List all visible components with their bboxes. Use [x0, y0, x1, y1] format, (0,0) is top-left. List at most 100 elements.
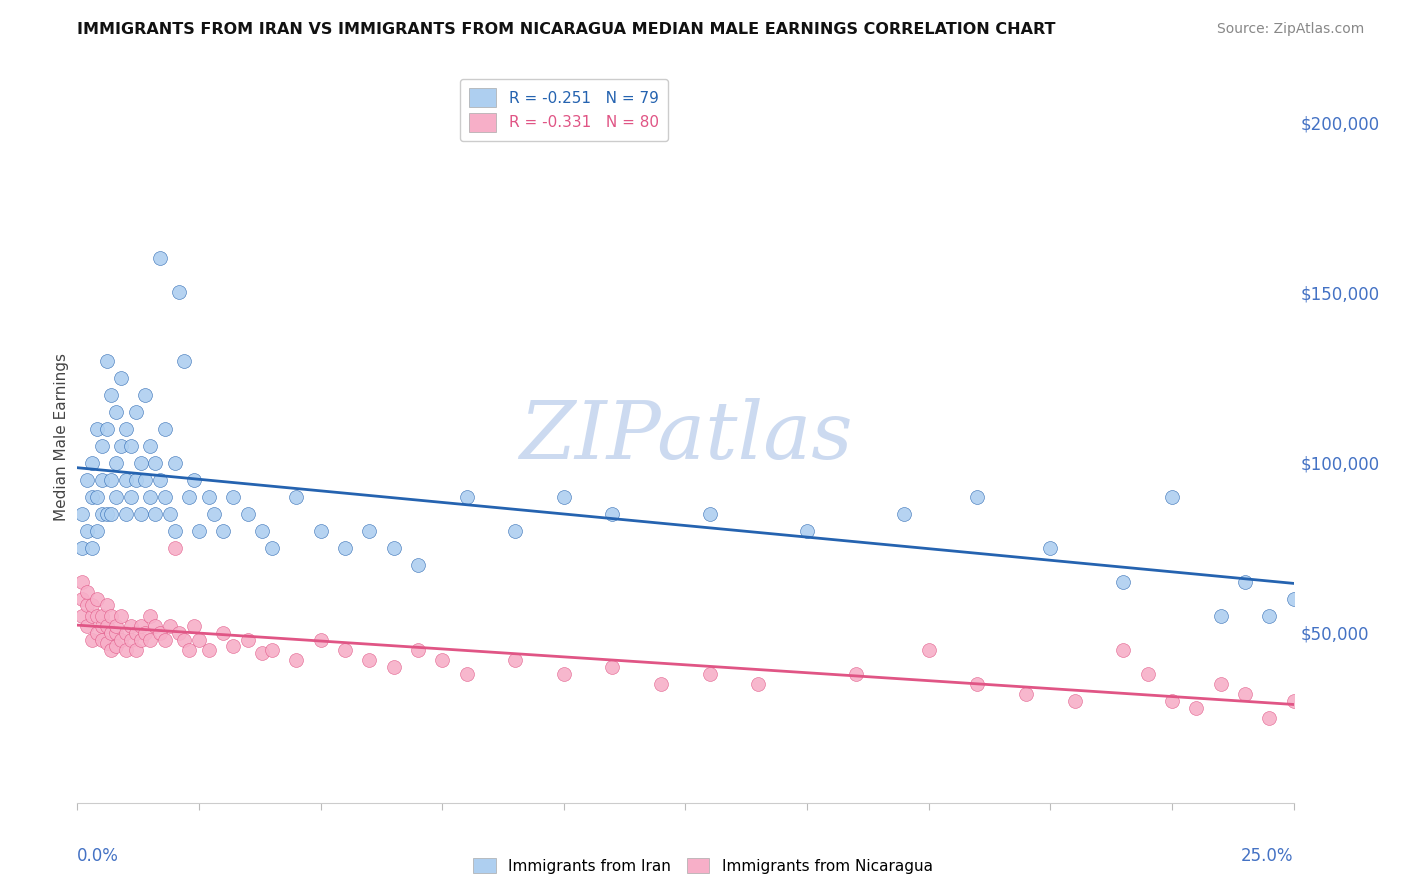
Point [285, 490, 308, 504]
Point [115, 642, 138, 657]
Point [129, 507, 152, 521]
Point [80, 490, 103, 504]
Point [86, 490, 108, 504]
Point [333, 642, 356, 657]
Point [1112, 574, 1135, 589]
Point [110, 439, 132, 453]
Y-axis label: Median Male Earnings: Median Male Earnings [53, 353, 69, 521]
Point [553, 666, 575, 681]
Point [159, 619, 181, 633]
Point [110, 608, 132, 623]
Point [134, 625, 156, 640]
Point [1136, 666, 1159, 681]
Point [432, 653, 454, 667]
Point [153, 490, 176, 504]
Point [153, 632, 176, 647]
Point [236, 632, 259, 647]
Point [1209, 677, 1232, 691]
Point [139, 490, 162, 504]
Point [90, 439, 112, 453]
Point [143, 507, 166, 521]
Point [163, 456, 186, 470]
Text: Source: ZipAtlas.com: Source: ZipAtlas.com [1216, 22, 1364, 37]
Point [149, 473, 172, 487]
Point [100, 642, 122, 657]
Legend: Immigrants from Iran, Immigrants from Nicaragua: Immigrants from Iran, Immigrants from Ni… [467, 852, 939, 880]
Point [212, 625, 235, 640]
Point [110, 632, 132, 647]
Point [100, 608, 122, 623]
Point [188, 632, 211, 647]
Point [96, 636, 118, 650]
Point [105, 456, 128, 470]
Point [503, 653, 526, 667]
Point [179, 490, 201, 504]
Point [120, 490, 142, 504]
Point [250, 646, 273, 660]
Point [456, 666, 478, 681]
Point [893, 507, 915, 521]
Point [115, 507, 138, 521]
Point [699, 507, 721, 521]
Point [169, 625, 191, 640]
Text: 25.0%: 25.0% [1241, 847, 1294, 864]
Point [382, 541, 405, 555]
Point [1161, 490, 1184, 504]
Point [125, 625, 148, 640]
Point [1258, 608, 1281, 623]
Point [966, 490, 988, 504]
Point [260, 541, 283, 555]
Point [1063, 694, 1085, 708]
Point [333, 541, 356, 555]
Point [222, 490, 245, 504]
Point [359, 524, 381, 538]
Point [188, 524, 211, 538]
Point [173, 632, 195, 647]
Point [96, 599, 118, 613]
Point [86, 421, 108, 435]
Point [105, 619, 128, 633]
Point [1209, 608, 1232, 623]
Point [80, 599, 103, 613]
Point [183, 473, 205, 487]
Point [260, 642, 283, 657]
Point [1233, 574, 1256, 589]
Point [105, 640, 128, 654]
Point [105, 490, 128, 504]
Point [125, 404, 148, 418]
Point [197, 642, 219, 657]
Point [699, 666, 721, 681]
Point [70, 591, 93, 606]
Point [153, 421, 176, 435]
Point [76, 619, 98, 633]
Point [125, 642, 148, 657]
Point [309, 524, 332, 538]
Point [80, 632, 103, 647]
Point [183, 619, 205, 633]
Point [796, 524, 818, 538]
Point [212, 524, 235, 538]
Point [100, 387, 122, 401]
Point [149, 252, 172, 266]
Point [90, 619, 112, 633]
Point [163, 541, 186, 555]
Point [76, 585, 98, 599]
Point [143, 619, 166, 633]
Point [650, 677, 672, 691]
Point [80, 456, 103, 470]
Point [1258, 711, 1281, 725]
Point [553, 490, 575, 504]
Point [125, 473, 148, 487]
Point [236, 507, 259, 521]
Point [143, 456, 166, 470]
Point [359, 653, 381, 667]
Point [222, 640, 245, 654]
Point [1161, 694, 1184, 708]
Point [149, 625, 172, 640]
Point [120, 439, 142, 453]
Point [115, 421, 138, 435]
Point [309, 632, 332, 647]
Point [1015, 687, 1038, 701]
Legend: R = -0.251   N = 79, R = -0.331   N = 80: R = -0.251 N = 79, R = -0.331 N = 80 [460, 79, 668, 141]
Point [129, 456, 152, 470]
